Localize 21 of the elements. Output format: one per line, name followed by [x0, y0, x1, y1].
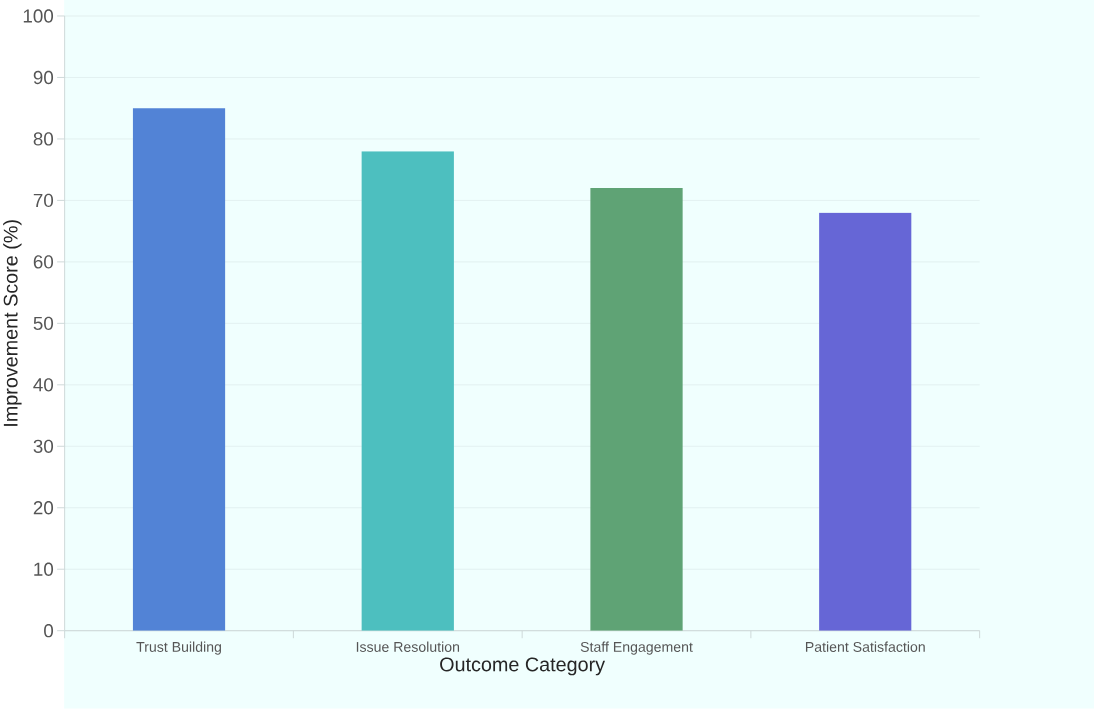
bar	[819, 212, 912, 631]
y-tick-label: 40	[33, 378, 54, 392]
y-tick-label: 10	[34, 562, 54, 576]
bar	[590, 188, 683, 631]
bar	[361, 151, 454, 631]
y-tick-label: 100	[23, 9, 54, 23]
y-tick-label: 0	[44, 624, 54, 638]
x-tick-label: Trust Building	[136, 641, 221, 655]
y-axis-title: Improvement Score (%)	[3, 220, 22, 426]
y-tick-label: 50	[33, 316, 54, 331]
x-tick-label: Staff Engagement	[580, 641, 693, 655]
y-tick-label: 20	[33, 501, 54, 515]
y-tick-label: 70	[33, 193, 54, 208]
x-tick-label: Issue Resolution	[356, 641, 460, 652]
y-tick-label: 80	[33, 132, 54, 146]
x-tick-label: Patient Satisfaction	[805, 641, 925, 652]
y-tick-label: 90	[33, 70, 54, 85]
bar	[132, 108, 226, 631]
x-axis-title: Outcome Category	[440, 657, 606, 676]
y-tick-label: 60	[33, 255, 54, 269]
y-tick-label: 30	[33, 439, 54, 454]
